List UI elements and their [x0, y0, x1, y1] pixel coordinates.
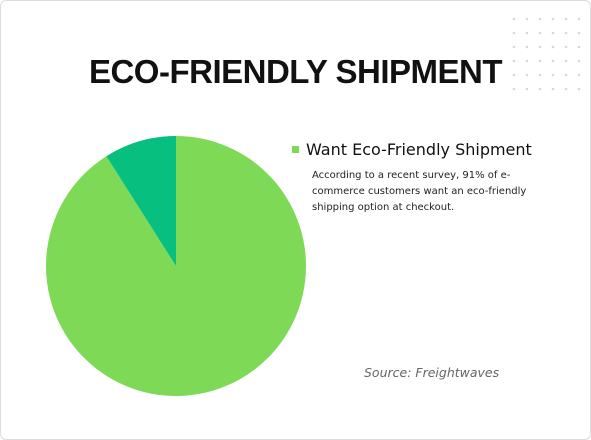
pie-slice: [106, 136, 176, 266]
decor-dot: [538, 73, 542, 77]
decor-dot: [564, 73, 568, 77]
legend-label: Want Eco-Friendly Shipment: [306, 140, 532, 159]
decor-dot: [577, 45, 581, 49]
decor-dot: [577, 73, 581, 77]
decor-dot: [538, 59, 542, 63]
decor-dot: [512, 45, 516, 49]
decor-dot: [564, 59, 568, 63]
decor-dot: [577, 59, 581, 63]
decor-dot: [551, 17, 555, 21]
decor-dot: [551, 59, 555, 63]
decor-dot: [512, 17, 516, 21]
decor-dot: [551, 87, 555, 91]
decor-dot: [525, 59, 529, 63]
decor-dot: [538, 45, 542, 49]
decor-dot: [564, 31, 568, 35]
decor-dot: [564, 17, 568, 21]
decor-dot: [512, 87, 516, 91]
decor-dot: [538, 17, 542, 21]
decor-dot: [525, 31, 529, 35]
decor-dot: [512, 31, 516, 35]
chart-title: ECO-FRIENDLY SHIPMENT: [88, 53, 503, 90]
decor-dot: [538, 31, 542, 35]
decor-dot: [525, 45, 529, 49]
decor-dot: [512, 73, 516, 77]
legend: Want Eco-Friendly Shipment: [292, 140, 532, 159]
legend-swatch: [292, 146, 299, 153]
decor-dot: [551, 31, 555, 35]
decor-dot: [577, 87, 581, 91]
pie-slice: [45, 136, 306, 397]
decor-dot: [538, 87, 542, 91]
decor-dot: [525, 87, 529, 91]
source: Source: Freightwaves: [364, 365, 500, 380]
decor-dot: [564, 45, 568, 49]
decor-dot: [577, 17, 581, 21]
decor-dot: [525, 73, 529, 77]
description: According to a recent survey, 91% of e-c…: [312, 170, 527, 213]
decor-dot: [551, 73, 555, 77]
decor-dot: [564, 87, 568, 91]
decor-dot: [551, 45, 555, 49]
decor-dot: [512, 59, 516, 63]
decor-dot: [525, 17, 529, 21]
decor-dot: [577, 31, 581, 35]
